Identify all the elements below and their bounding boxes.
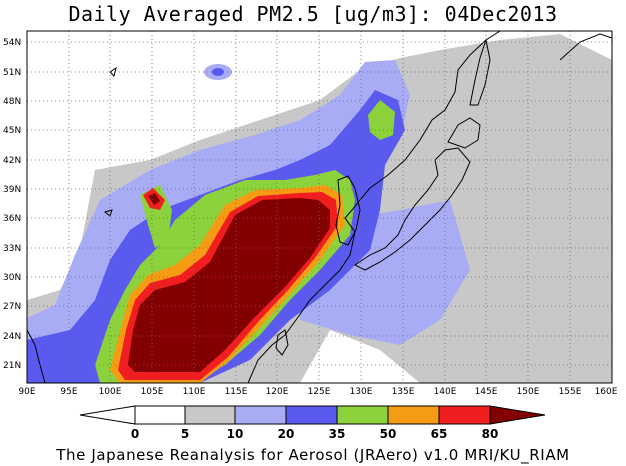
blob-north-core <box>212 68 224 76</box>
lon-label: 100E <box>99 387 122 397</box>
lon-label: 95E <box>60 387 77 397</box>
grid <box>27 31 612 383</box>
latitude-labels: 54N 51N 48N 45N 42N 39N 36N 33N 30N 27N … <box>3 38 21 371</box>
coastline-hokkaido <box>447 117 481 149</box>
colorbar-label: 20 <box>278 427 295 441</box>
lat-label: 30N <box>3 273 21 283</box>
lon-label: 90E <box>18 387 35 397</box>
lat-label: 45N <box>3 126 21 136</box>
colorbar-segment <box>184 405 236 425</box>
contour-35-50-north <box>368 100 395 140</box>
map-title: Daily Averaged PM2.5 [ug/m3]: 04Dec2013 <box>68 2 558 26</box>
lon-label: 145E <box>475 387 498 397</box>
colorbar-segment <box>79 405 136 425</box>
colorbar <box>79 405 546 425</box>
lat-label: 54N <box>3 38 21 48</box>
longitude-labels: 90E 95E 100E 105E 110E 115E 120E 125E 13… <box>18 387 617 397</box>
lat-label: 51N <box>3 68 21 78</box>
lat-label: 48N <box>3 97 21 107</box>
lon-label: 155E <box>559 387 582 397</box>
lat-label: 42N <box>3 156 21 166</box>
coastline-asia <box>247 31 501 383</box>
colorbar-label: 10 <box>227 427 244 441</box>
lon-label: 125E <box>308 387 331 397</box>
colorbar-segment <box>387 405 440 425</box>
lon-label: 120E <box>266 387 289 397</box>
colorbar-segment <box>438 405 491 425</box>
lat-label: 36N <box>3 214 21 224</box>
contour-5-10-east <box>440 230 612 383</box>
pm25-field <box>27 31 612 383</box>
coastline-indochina <box>27 329 46 383</box>
lon-label: 135E <box>392 387 415 397</box>
coastline-taiwan <box>275 329 289 356</box>
colorbar-segment <box>234 405 287 425</box>
lon-label: 160E <box>595 387 618 397</box>
colorbar-label: 65 <box>431 427 448 441</box>
colorbar-label: 5 <box>181 427 189 441</box>
lon-label: 130E <box>350 387 373 397</box>
colorbar-segment <box>336 405 389 425</box>
lon-label: 110E <box>183 387 206 397</box>
lon-label: 115E <box>225 387 248 397</box>
map-frame <box>26 30 613 384</box>
coastline-sakhalin <box>469 38 491 106</box>
coastlines <box>27 31 612 383</box>
colorbar-segment <box>134 405 186 425</box>
lat-label: 39N <box>3 185 21 195</box>
colorbar-label: 35 <box>329 427 346 441</box>
lon-label: 150E <box>517 387 540 397</box>
contour-80 <box>128 198 330 372</box>
lat-label: 24N <box>3 332 21 342</box>
colorbar-label: 80 <box>482 427 499 441</box>
lat-label: 21N <box>3 361 21 371</box>
contour-80-west <box>148 193 160 205</box>
colorbar-labels: 0 5 10 20 35 50 65 80 <box>131 427 499 441</box>
colorbar-segment <box>285 405 338 425</box>
colorbar-label: 0 <box>131 427 139 441</box>
colorbar-segment <box>489 405 546 425</box>
footer-credit: The Japanese Reanalysis for Aerosol (JRA… <box>56 446 570 464</box>
lat-label: 27N <box>3 302 21 312</box>
coastline-lake-qinghai <box>103 209 113 217</box>
lat-label: 33N <box>3 244 21 254</box>
coastline-korea <box>335 175 361 246</box>
colorbar-label: 50 <box>380 427 397 441</box>
lon-label: 140E <box>434 387 457 397</box>
lon-label: 105E <box>141 387 164 397</box>
